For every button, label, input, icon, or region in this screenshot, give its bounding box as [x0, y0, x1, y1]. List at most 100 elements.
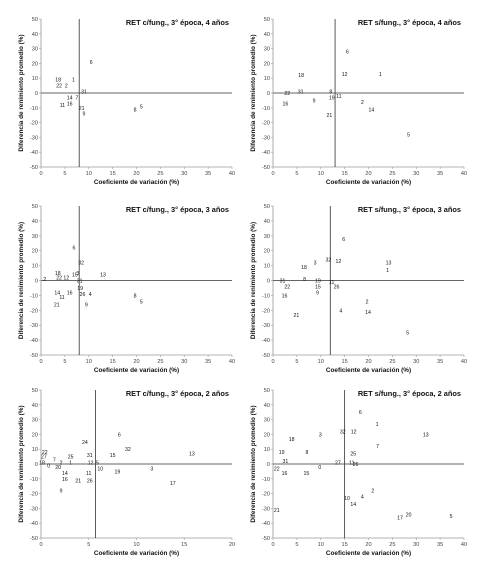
x-tick-label: 5	[295, 542, 298, 548]
x-tick-label: 25	[389, 542, 395, 548]
data-point: 19	[115, 469, 121, 475]
data-point: 14	[54, 290, 60, 296]
chart-title: RET s/fung., 3° época, 2 años	[358, 389, 461, 398]
y-tick-label: -50	[262, 165, 270, 171]
data-point: 14	[67, 95, 73, 101]
data-point: 32	[125, 447, 131, 453]
data-point: 1	[69, 461, 72, 467]
data-point: 31	[283, 459, 289, 465]
y-tick-label: 50	[32, 17, 38, 23]
y-tick-label: -40	[262, 150, 270, 156]
y-tick-label: 50	[264, 388, 270, 394]
x-tick-label: 25	[389, 171, 395, 177]
data-point: 8	[134, 107, 137, 113]
data-point: 26	[353, 462, 359, 468]
data-point: 27	[41, 455, 47, 461]
data-point: 21	[294, 313, 300, 319]
data-point: 3	[314, 261, 317, 267]
y-tick-label: -10	[30, 106, 38, 112]
data-point: 2	[43, 277, 46, 283]
y-tick-label: -50	[262, 353, 270, 359]
y-tick-label: 0	[267, 462, 270, 468]
chart-panel-4: 0 5 10 15 20 25 30 35 40-50-40-30-20-10010203040…	[250, 204, 467, 374]
data-point: 8	[305, 450, 308, 456]
data-point: 3	[76, 271, 79, 277]
chart-title: RET s/fung., 3° época, 4 años	[358, 18, 461, 27]
data-point: 5	[407, 132, 410, 138]
data-point: 19	[77, 286, 83, 292]
y-tick-label: 30	[264, 47, 270, 53]
chart-panel-2: 0 5 10 15 20 25 30 35 40-50-40-30-20-10010203040…	[250, 17, 467, 186]
data-point: 26	[334, 284, 340, 290]
data-point: 21	[79, 106, 85, 112]
x-tick-label: 30	[413, 542, 419, 548]
data-point: 20	[55, 465, 61, 471]
data-point: 2	[60, 461, 63, 467]
data-point: 2	[65, 84, 68, 90]
data-point: 1	[379, 72, 382, 78]
x-tick-label: 5	[295, 171, 298, 177]
y-tick-label: -20	[30, 308, 38, 314]
data-point: 11	[59, 295, 64, 301]
chart-panel-3: 0 5 10 15 20 25 30 35 40-50-40-30-20-10010203040…	[18, 204, 235, 374]
y-tick-label: 40	[32, 32, 38, 38]
data-point: 31	[81, 90, 87, 96]
data-point: 16	[282, 293, 288, 299]
chart-panel-1: 0 5 10 15 20 25 30 35 40-50-40-30-20-10010203040…	[18, 17, 235, 186]
data-point: 22	[56, 84, 62, 90]
y-tick-label: 0	[267, 279, 270, 285]
data-point: 5	[140, 104, 143, 110]
y-tick-label: -30	[30, 323, 38, 329]
x-tick-label: 5	[295, 359, 298, 365]
data-point: 22	[274, 466, 280, 472]
x-tick-label: 15	[110, 171, 116, 177]
data-point: 7	[376, 444, 379, 450]
x-tick-label: 15	[181, 542, 187, 548]
data-point: 4	[89, 292, 92, 298]
data-point: 19	[315, 279, 321, 285]
x-tick-label: 30	[413, 359, 419, 365]
y-tick-label: 0	[35, 91, 38, 97]
data-point: 22	[284, 284, 290, 290]
x-tick-label: 20	[133, 359, 139, 365]
data-point: 15	[110, 453, 116, 459]
data-point: 18	[55, 271, 61, 277]
data-point: 18	[301, 265, 307, 271]
data-point: 21	[75, 478, 81, 484]
y-tick-label: -50	[30, 165, 38, 171]
y-tick-label: 20	[264, 432, 270, 438]
data-point: 10	[344, 496, 350, 502]
data-point: 19	[279, 450, 285, 456]
data-point: 11	[86, 471, 91, 477]
chart-title: RET c/fung., 3° época, 2 años	[126, 389, 229, 398]
y-tick-label: 10	[264, 264, 270, 270]
data-point: 13	[423, 432, 429, 438]
y-tick-label: 20	[32, 249, 38, 255]
y-tick-label: 40	[264, 403, 270, 409]
y-tick-label: 50	[32, 388, 38, 394]
data-point: 11	[336, 94, 341, 100]
data-point: 12	[351, 429, 357, 435]
x-tick-label: 40	[461, 542, 467, 548]
y-axis-label: Diferencia de renimiento promedio (%)	[250, 222, 257, 339]
data-point: 32	[325, 258, 331, 264]
data-point: 16	[283, 101, 289, 107]
y-tick-label: 40	[32, 219, 38, 225]
data-point: 13	[189, 452, 195, 458]
data-point: 1	[376, 422, 379, 428]
y-tick-label: 40	[32, 403, 38, 409]
data-point: 12	[342, 72, 348, 78]
x-tick-label: 10	[318, 171, 324, 177]
y-tick-label: 0	[267, 91, 270, 97]
y-tick-label: 20	[264, 61, 270, 67]
data-point: 22	[56, 276, 62, 282]
data-point: 5	[450, 514, 453, 520]
y-tick-label: 0	[35, 279, 38, 285]
data-point: 4	[339, 308, 342, 314]
data-point: 12	[88, 461, 94, 467]
data-point: 31	[280, 279, 286, 285]
data-point: 15	[72, 273, 78, 279]
y-tick-label: 30	[264, 418, 270, 424]
